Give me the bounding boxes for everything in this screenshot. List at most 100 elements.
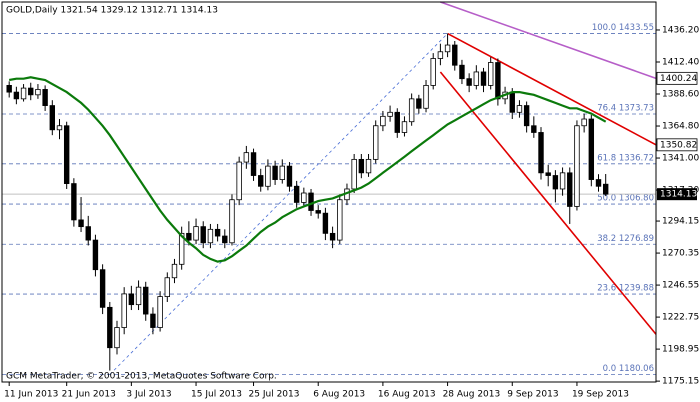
x-tick-label: 21 Jun 2013 [62,390,116,400]
y-tick-label: 1364.80 [662,122,699,132]
candle-body [394,111,400,133]
candle-body [365,158,372,174]
candle-body [286,165,293,187]
candle-body [329,232,336,241]
candle-body [35,89,41,96]
candle-body [602,183,609,195]
price-marker-box [656,138,698,152]
x-tick-label: 28 Aug 2013 [443,390,501,400]
fib-label: 100.0 1433.55 [592,23,654,33]
candle-body [473,71,480,86]
candle-body [229,199,235,244]
candle-body [523,105,530,127]
fib-label: 38.2 1276.89 [597,234,654,244]
candle-body [351,158,357,190]
trendline [447,32,657,146]
candle-body [128,293,135,306]
candle-body [200,226,206,244]
candle-body [135,286,142,306]
candle-body [387,111,393,117]
candle-body [401,121,408,133]
candle-body [588,118,595,180]
candle-body [416,98,422,109]
candle-body [243,152,250,163]
candle-body [71,183,77,221]
candle-body [236,161,242,201]
candle-body [495,62,501,100]
x-tick-label: 25 Jul 2013 [249,390,300,400]
candle-body [258,175,264,187]
y-tick-label: 1341.00 [662,154,699,164]
candle-body [186,232,192,241]
y-tick-label: 1270.35 [662,249,699,259]
candle-body [308,192,314,211]
candle-body [107,306,113,349]
candle-body [408,98,415,123]
candle-body [207,228,214,244]
candle-body [171,263,178,279]
candle-body [293,185,300,203]
price-marker-label: 1350.82 [660,140,697,150]
candle-body [250,152,257,176]
candle-body [337,199,343,241]
price-marker-box [656,71,698,85]
x-tick-label: 6 Aug 2013 [313,390,365,400]
candle-body [444,44,451,53]
last-price-label: 1314.13 [660,190,697,200]
candle-body [466,78,472,86]
candle-body [49,105,56,131]
candle-body [99,269,106,308]
x-tick-label: 3 Jul 2013 [126,390,171,400]
fib-label: 23.6 1239.88 [597,284,654,294]
candle-body [322,212,329,234]
candle-body [552,175,559,190]
candle-body [459,64,465,80]
candle-body [20,87,27,100]
trendline [109,33,448,375]
x-tick-label: 15 Jul 2013 [191,390,242,400]
candle-body [56,125,63,131]
y-tick-label: 1175.15 [662,377,699,387]
candle-body [480,71,487,86]
candle-body [373,125,379,160]
y-tick-label: 1294.15 [662,217,699,227]
y-tick-label: 1436.20 [662,25,699,35]
candle-body [222,235,228,244]
candle-body [315,210,321,214]
fib-label: 61.8 1336.72 [597,153,654,163]
plot-frame [1,1,657,383]
candle-body [121,293,127,328]
price-marker-label: 1400.24 [660,74,697,84]
candle-body [143,286,149,315]
candle-body [6,84,12,93]
candle-body [531,125,537,133]
x-tick-label: 16 Aug 2013 [378,390,436,400]
candle-body [63,125,70,184]
plot-area: 100.0 1433.55 76.4 1373.73 61.8 1336.72 50.… [2,1,657,375]
candle-body [272,165,278,180]
candle-body [567,172,573,207]
candle-body [516,105,523,113]
trendline [439,71,657,335]
y-tick-label: 1246.55 [662,281,699,291]
candle-body [538,132,544,174]
candle-body [488,62,494,86]
candle-body [13,91,20,100]
candle-body [581,118,587,127]
candle-body [595,179,602,187]
candle-body [178,232,185,265]
candle-body [380,115,386,127]
candle-body [42,89,48,106]
chart-footer: GCM MetaTrader, © 2001-2013, MetaQuotes … [6,372,277,382]
candle-body [28,87,34,96]
candle-body [92,239,99,271]
y-tick-label: 1222.75 [662,313,699,323]
candle-body [452,44,458,66]
candle-body [574,125,580,207]
y-tick-label: 1388.60 [662,90,699,100]
candle-body [430,58,436,86]
fib-label: 0.0 1180.06 [603,364,654,374]
